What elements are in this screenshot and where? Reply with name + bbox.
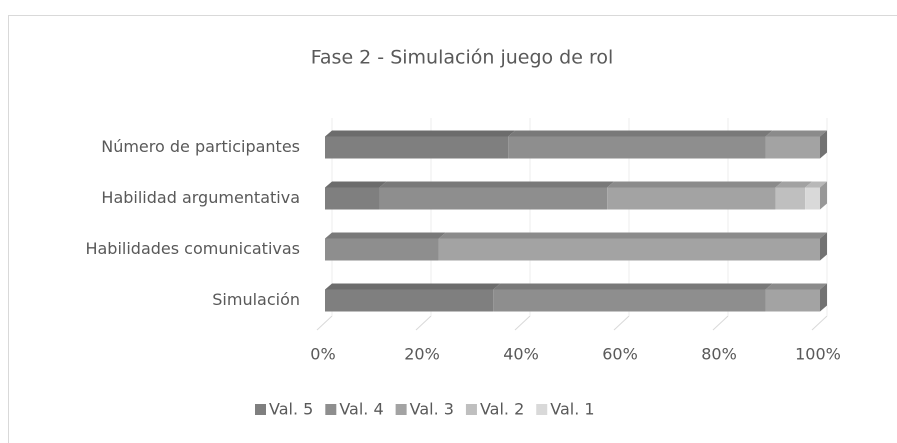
bar [325, 238, 439, 261]
legend-label: Val. 1 [550, 400, 594, 419]
bar [438, 238, 820, 261]
bar [508, 136, 766, 159]
bar-top [508, 130, 773, 137]
legend-swatch [395, 404, 407, 415]
bar [379, 187, 608, 210]
bar-top [325, 232, 446, 239]
bar-top [765, 283, 827, 290]
grid-floor [514, 315, 531, 331]
bar [325, 136, 509, 159]
legend-swatch [536, 404, 548, 415]
bar-top [805, 181, 827, 188]
x-tick-label: 80% [701, 345, 737, 364]
bar-end [820, 181, 827, 210]
bar [765, 289, 820, 312]
bar-top [325, 181, 387, 188]
x-tick-label: 20% [404, 345, 440, 364]
bar-end [820, 130, 827, 159]
bar-top [325, 283, 501, 290]
bar-top [438, 232, 827, 239]
x-tick-label: 60% [602, 345, 638, 364]
legend-label: Val. 4 [339, 400, 383, 419]
chart-title: Fase 2 - Simulación juego de rol [311, 47, 614, 69]
bar [493, 289, 766, 312]
bar [765, 136, 820, 159]
bar [325, 187, 380, 210]
y-tick-label: Simulación [212, 290, 300, 309]
bar-top [607, 181, 783, 188]
y-tick-label: Habilidad argumentativa [101, 188, 300, 207]
bar-top [493, 283, 773, 290]
grid-floor [811, 315, 828, 331]
y-tick-label: Habilidades comunicativas [85, 239, 300, 258]
x-tick-label: 100% [795, 345, 841, 364]
bar-top [765, 130, 827, 137]
legend-label: Val. 5 [269, 400, 313, 419]
bar-top [379, 181, 615, 188]
bar [805, 187, 820, 210]
grid-floor [712, 315, 729, 331]
grid-floor [613, 315, 630, 331]
legend-swatch [325, 404, 337, 415]
y-tick-label: Número de participantes [101, 137, 300, 156]
bar [775, 187, 806, 210]
bar [607, 187, 776, 210]
bar-end [820, 283, 827, 312]
legend-label: Val. 2 [480, 400, 524, 419]
grid-floor [316, 315, 333, 331]
bar-top [325, 130, 516, 137]
x-tick-label: 0% [310, 345, 335, 364]
bar-top [775, 181, 813, 188]
legend-swatch [465, 404, 477, 415]
legend-label: Val. 3 [410, 400, 454, 419]
x-tick-label: 40% [503, 345, 539, 364]
legend-swatch [255, 404, 266, 415]
bar [325, 289, 494, 312]
bar-end [820, 232, 827, 261]
grid-floor [415, 315, 432, 331]
chart-border [8, 15, 897, 443]
